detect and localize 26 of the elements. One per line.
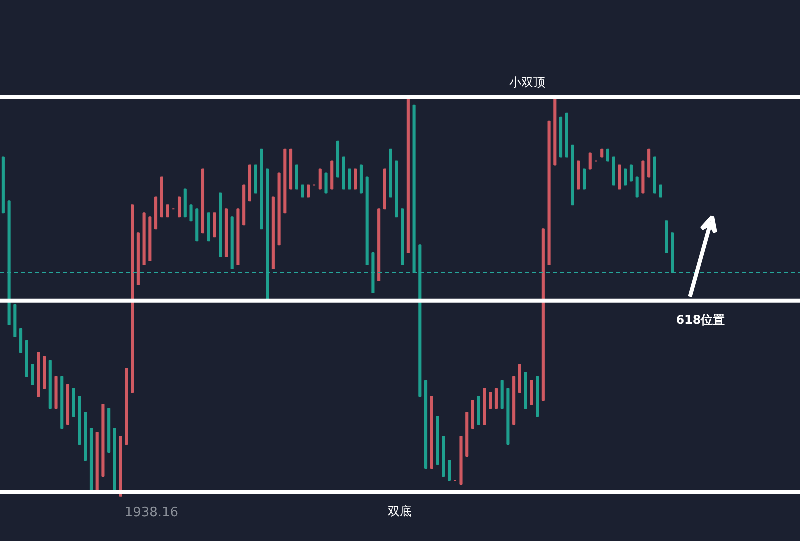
candlestick	[178, 196, 182, 218]
candlestick	[318, 168, 322, 190]
candlestick	[588, 152, 592, 170]
candlestick	[618, 164, 622, 190]
candlestick	[636, 176, 639, 198]
ref-line-label: 小双顶	[510, 75, 546, 90]
candlestick	[448, 460, 452, 481]
candlestick	[630, 164, 633, 182]
candlestick	[31, 364, 34, 386]
candlestick	[20, 328, 23, 354]
ref-line-label: 双底	[388, 504, 412, 518]
candlestick	[166, 204, 170, 218]
candlestick	[295, 164, 298, 190]
candlestick	[301, 184, 304, 198]
candlestick	[494, 388, 498, 410]
candlestick	[489, 392, 492, 410]
annotation: 1938.16	[124, 505, 179, 520]
candlestick	[606, 148, 610, 162]
candlestick	[213, 212, 216, 238]
candlestick	[530, 380, 534, 406]
candlestick	[582, 168, 586, 190]
candlestick	[307, 184, 310, 198]
candlestick	[354, 168, 358, 190]
ref-line-label: 618位置	[676, 312, 726, 327]
candlestick	[624, 168, 628, 186]
candlestick	[659, 184, 662, 198]
